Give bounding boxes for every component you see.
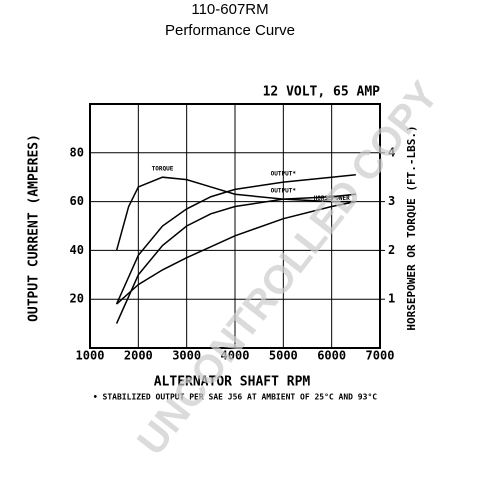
y-tick-label: 60: [70, 194, 84, 208]
y-tick-label: 80: [70, 145, 84, 159]
y2-tick-label: 1: [388, 292, 395, 306]
x-tick-label: 1000: [76, 349, 105, 363]
series-label: OUTPUT*: [271, 171, 297, 178]
y2-tick-label: 2: [388, 243, 395, 257]
x-tick-label: 2000: [124, 349, 153, 363]
x-tick-label: 7000: [366, 349, 395, 363]
series-line: [115, 174, 356, 305]
y2-tick-label: 3: [388, 194, 395, 208]
x-tick-label: 6000: [317, 349, 346, 363]
y-tick-label: 40: [70, 243, 84, 257]
series-label: OUTPUT*: [271, 188, 297, 195]
x-tick-label: 3000: [172, 349, 201, 363]
rating: 12 VOLT, 65 AMP: [263, 85, 381, 100]
chart-subtitle: Performance Curve: [165, 22, 295, 39]
series-line: [116, 200, 356, 305]
series-line: [115, 176, 356, 251]
x-tick-label: 5000: [269, 349, 298, 363]
y-axis-label: OUTPUT CURRENT (AMPERES): [27, 134, 42, 322]
series-line: [115, 193, 356, 324]
footnote: • STABILIZED OUTPUT PER SAE J56 AT AMBIE…: [93, 393, 377, 402]
series-label: HORSEPOWER: [314, 195, 351, 202]
y2-tick-label: 4: [388, 145, 395, 159]
y-tick-label: 20: [70, 292, 84, 306]
y2-axis-label: HORSEPOWER OR TORQUE (FT.-LBS.): [405, 125, 418, 330]
x-axis-label: ALTERNATOR SHAFT RPM: [154, 375, 311, 390]
chart-title: 110-607RM: [191, 1, 268, 18]
x-tick-label: 4000: [221, 349, 250, 363]
series-label: TORQUE: [152, 166, 174, 173]
watermark: UNCONTROLLED COPY: [129, 73, 447, 463]
